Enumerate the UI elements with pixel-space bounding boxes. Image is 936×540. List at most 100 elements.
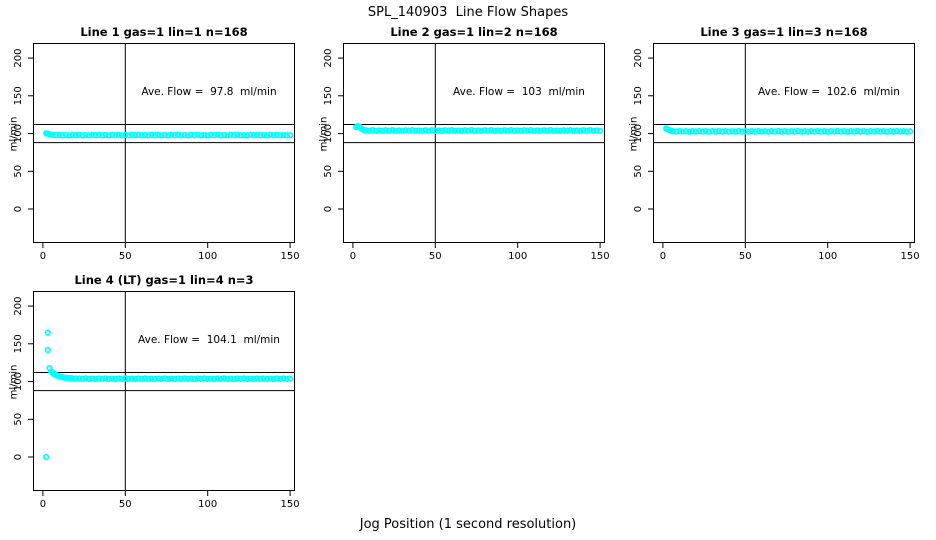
data-point xyxy=(59,132,66,139)
data-point xyxy=(580,127,587,134)
data-point xyxy=(474,127,482,134)
data-point xyxy=(389,127,396,134)
data-point xyxy=(184,132,192,139)
data-point xyxy=(775,127,782,135)
data-point xyxy=(112,375,119,383)
data-point xyxy=(712,128,719,135)
panel-line-4-title: Line 4 (LT) gas=1 lin=4 n=3 xyxy=(74,273,254,287)
data-point xyxy=(798,128,805,135)
data-point xyxy=(132,375,139,383)
data-point xyxy=(784,128,792,135)
data-point xyxy=(240,131,248,139)
data-point xyxy=(286,131,294,139)
x-tick-label: 50 xyxy=(119,251,132,262)
data-point xyxy=(82,375,89,382)
data-point xyxy=(99,132,106,139)
data-point xyxy=(755,127,762,135)
data-point xyxy=(224,132,231,139)
data-point xyxy=(682,128,690,135)
data-point xyxy=(92,132,99,139)
data-point xyxy=(686,128,693,135)
data-point xyxy=(234,375,241,382)
data-point xyxy=(181,375,188,382)
y-tick-label: 50 xyxy=(13,413,24,426)
y-tick-label: 100 xyxy=(13,124,24,143)
data-point xyxy=(557,127,564,134)
data-point xyxy=(105,375,112,383)
data-point xyxy=(873,127,881,135)
data-point xyxy=(234,131,241,138)
data-point xyxy=(44,329,51,336)
data-point xyxy=(184,375,192,383)
plot-area-line-2: 0 50 100 150 0 50 100 150 200 xyxy=(323,43,610,262)
data-point xyxy=(547,127,554,134)
data-point xyxy=(395,127,403,134)
data-point xyxy=(145,375,152,383)
data-point xyxy=(544,127,551,134)
data-point xyxy=(854,127,861,135)
data-point xyxy=(366,127,373,134)
y-tick-label: 200 xyxy=(13,49,24,68)
data-point xyxy=(719,128,726,135)
data-point xyxy=(669,127,676,135)
y-tick-label: 50 xyxy=(323,165,334,178)
data-point xyxy=(745,128,752,135)
data-point xyxy=(214,131,221,138)
data-point xyxy=(174,131,182,138)
data-point xyxy=(237,375,244,382)
data-point xyxy=(148,375,155,382)
data-point xyxy=(151,375,159,383)
data-point xyxy=(590,127,597,134)
data-point xyxy=(211,132,218,139)
data-point xyxy=(174,375,182,382)
data-point xyxy=(115,131,122,138)
data-point xyxy=(85,132,93,139)
data-point xyxy=(877,128,884,135)
data-point xyxy=(781,128,788,135)
y-tick-label: 0 xyxy=(13,454,24,460)
data-point xyxy=(49,131,56,138)
plot-box xyxy=(343,43,605,243)
data-point xyxy=(484,127,492,134)
data-point xyxy=(194,375,201,382)
data-point xyxy=(458,127,465,134)
panel-line-1: Line 1 gas=1 lin=1 n=168 ml/min Ave. Flo… xyxy=(3,22,309,270)
data-point xyxy=(270,132,277,139)
data-point xyxy=(752,128,759,135)
x-tick-label: 100 xyxy=(198,251,217,262)
y-tick-label: 50 xyxy=(13,165,24,178)
data-point xyxy=(491,127,498,134)
data-point xyxy=(230,375,238,383)
y-tick-label: 0 xyxy=(323,206,334,212)
data-point xyxy=(253,131,261,138)
x-tick-label: 150 xyxy=(281,251,300,262)
data-point xyxy=(82,131,89,139)
data-point xyxy=(164,375,172,383)
panel-line-1-title: Line 1 gas=1 lin=1 n=168 xyxy=(80,25,248,39)
data-point xyxy=(52,132,60,139)
data-point xyxy=(280,131,287,139)
data-point xyxy=(283,375,290,383)
data-point xyxy=(850,128,858,135)
data-point xyxy=(573,127,581,134)
x-tick-label: 100 xyxy=(198,499,217,510)
data-point xyxy=(277,375,284,382)
data-point xyxy=(748,127,756,135)
x-axis-label: Jog Position (1 second resolution) xyxy=(359,517,577,532)
data-point xyxy=(95,375,103,382)
data-point xyxy=(43,453,50,461)
data-point xyxy=(112,132,119,139)
data-point xyxy=(230,132,238,139)
data-point xyxy=(511,127,518,134)
data-point xyxy=(514,127,521,134)
data-point xyxy=(893,127,901,135)
data-point xyxy=(468,127,475,134)
data-point xyxy=(560,127,567,134)
data-point xyxy=(79,132,86,139)
data-point xyxy=(521,127,528,134)
data-point xyxy=(145,132,152,139)
data-point xyxy=(115,375,122,382)
y-tick-label: 200 xyxy=(323,49,334,68)
data-point xyxy=(435,127,442,134)
data-point xyxy=(92,375,99,383)
